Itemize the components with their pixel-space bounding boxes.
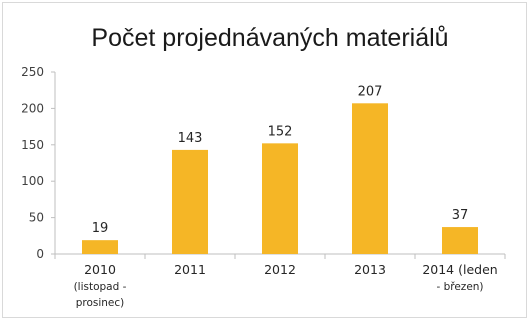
x-axis [54, 253, 506, 259]
y-tick-label: 200 [21, 101, 44, 115]
data-label: 143 [178, 131, 203, 146]
category-label: prosinec) [76, 297, 125, 309]
data-label: 19 [92, 221, 109, 236]
category-labels: 2010 (listopad - prosinec) 2011 2012 2013 2014… [74, 262, 498, 309]
data-label: 37 [452, 208, 469, 223]
data-labels: 19 143 152 207 37 [92, 84, 469, 236]
y-tick-label: 50 [29, 211, 44, 225]
y-tick-label: 0 [36, 247, 44, 261]
y-axis: 0 50 100 150 200 250 [21, 65, 56, 261]
bar [442, 227, 478, 254]
category-label: (listopad - [74, 281, 127, 293]
data-label: 152 [268, 124, 293, 139]
y-tick-label: 150 [21, 138, 44, 152]
category-label: 2010 [84, 262, 116, 277]
bar [262, 143, 298, 254]
category-label: 2011 [174, 262, 206, 277]
bar [352, 103, 388, 254]
category-label: 2014 (leden [422, 262, 497, 277]
y-tick-label: 250 [21, 65, 44, 79]
bars [82, 103, 478, 254]
bar [82, 240, 118, 254]
category-label: 2013 [354, 262, 386, 277]
data-label: 207 [358, 84, 383, 99]
category-label: - březen) [436, 281, 483, 293]
bar [172, 149, 208, 254]
category-label: 2012 [264, 262, 296, 277]
chart-title: Počet projednávaných materiálů [91, 24, 448, 52]
y-tick-label: 100 [21, 174, 44, 188]
